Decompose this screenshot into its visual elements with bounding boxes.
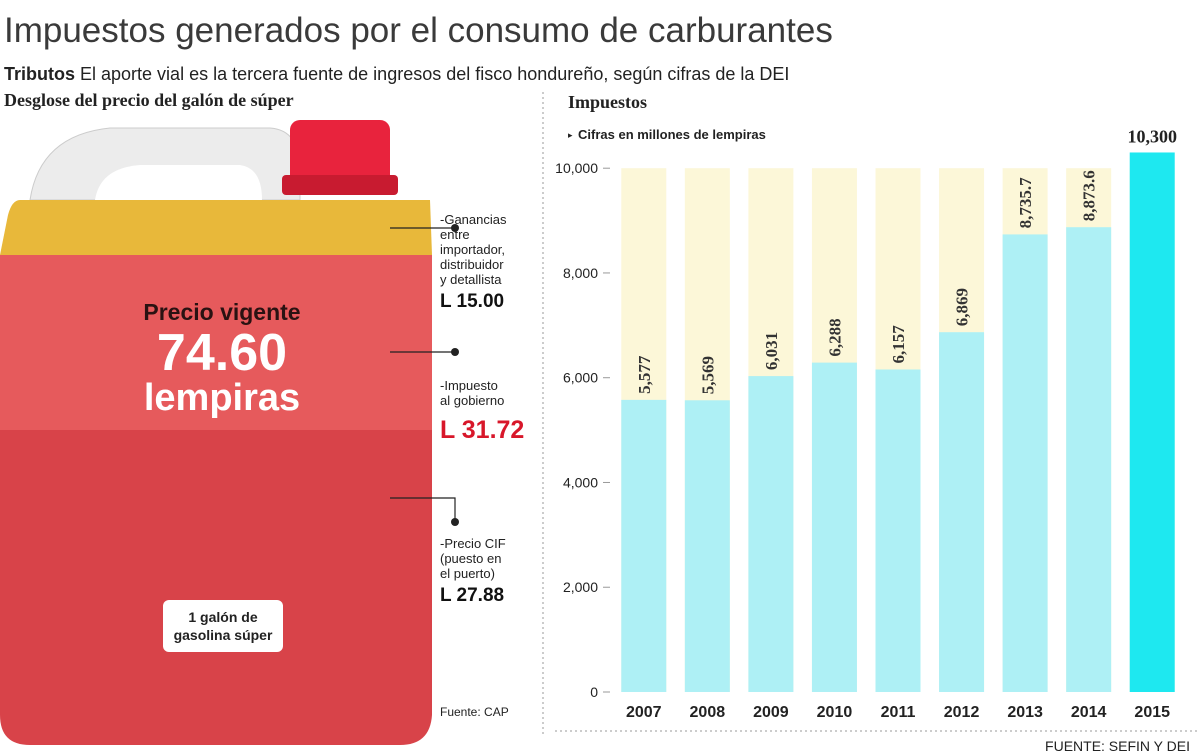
jug-label-box [163, 600, 283, 652]
x-tick-label: 2010 [817, 704, 853, 721]
value-label: 5,577 [635, 355, 654, 394]
jug [0, 120, 432, 745]
x-tick-label: 2013 [1007, 704, 1043, 721]
bar [875, 369, 921, 692]
annotation-dot [451, 348, 459, 356]
annotation-text: -Precio CIF [440, 536, 506, 551]
value-label: 5,569 [698, 356, 717, 394]
value-label: 8,735.7 [1016, 177, 1035, 229]
x-tick-label: 2007 [626, 704, 662, 721]
value-label: 6,288 [825, 318, 844, 356]
chart-source: FUENTE: SEFIN Y DEI [1045, 738, 1190, 754]
price-label: Precio vigente [143, 299, 300, 325]
breakdown-source: Fuente: CAP [440, 705, 509, 719]
annotation-amount: L 27.88 [440, 585, 504, 606]
annotation-dot [451, 224, 459, 232]
jug-band-tax [0, 255, 432, 430]
x-tick-label: 2011 [881, 704, 916, 721]
y-tick-label: 10,000 [555, 160, 598, 176]
x-tick-label: 2008 [690, 704, 726, 721]
bar [621, 399, 667, 692]
annotation-text: entre [440, 227, 470, 242]
value-label: 8,873.6 [1080, 170, 1099, 221]
title: Impuestos generados por el consumo de ca… [4, 11, 833, 50]
jug-cap-ring [282, 175, 398, 195]
annotation-text: y detallista [440, 272, 502, 287]
annotation-text: importador, [440, 242, 505, 257]
bar [1066, 227, 1112, 692]
jug-handle-hole [95, 165, 262, 200]
bar [684, 400, 730, 692]
jug-label: 1 galón de [188, 609, 257, 625]
x-tick-label: 2014 [1071, 704, 1107, 721]
annotation-text: -Ganancias [440, 212, 507, 227]
value-label: 6,869 [953, 288, 972, 326]
price-unit: lempiras [144, 377, 300, 419]
x-tick-label: 2012 [944, 704, 980, 721]
breakdown-heading: Desglose del precio del galón de súper [4, 90, 294, 110]
x-tick-label: 2009 [753, 704, 789, 721]
annotation-text: el puerto) [440, 566, 495, 581]
y-tick-label: 4,000 [563, 474, 598, 490]
subtitle-text: El aporte vial es la tercera fuente de i… [80, 64, 789, 84]
jug-band-cif [0, 430, 432, 745]
value-label: 6,157 [889, 325, 908, 364]
y-tick-label: 0 [590, 684, 598, 700]
subtitle: Tributos El aporte vial es la tercera fu… [4, 64, 789, 84]
bar [939, 332, 985, 692]
y-tick-label: 2,000 [563, 579, 598, 595]
bar [748, 376, 794, 692]
x-tick-label: 2015 [1134, 704, 1170, 721]
price: 74.60 [157, 324, 287, 382]
chart-subtitle-marker: ▸ [568, 130, 573, 140]
bar [811, 362, 857, 692]
bar [1129, 152, 1175, 692]
annotation-line [390, 497, 456, 522]
jug-band-profit [0, 200, 432, 255]
subtitle-lead: Tributos [4, 64, 75, 84]
value-label: 10,300 [1127, 126, 1177, 146]
chart-title: Impuestos [568, 92, 647, 112]
annotation-dot [451, 518, 459, 526]
y-tick-label: 8,000 [563, 265, 598, 281]
annotation-amount: L 31.72 [440, 416, 524, 444]
annotation-text: al gobierno [440, 393, 504, 408]
jug-cap [290, 120, 390, 192]
value-label: 6,031 [762, 332, 781, 370]
annotation-text: distribuidor [440, 257, 504, 272]
jug-label: gasolina súper [174, 627, 273, 643]
bar [1002, 234, 1048, 692]
y-tick-label: 6,000 [563, 370, 598, 386]
annotation-text: -Impuesto [440, 378, 498, 393]
chart-subtitle: Cifras en millones de lempiras [578, 127, 766, 142]
annotation-amount: L 15.00 [440, 291, 504, 312]
annotation-text: (puesto en [440, 551, 501, 566]
